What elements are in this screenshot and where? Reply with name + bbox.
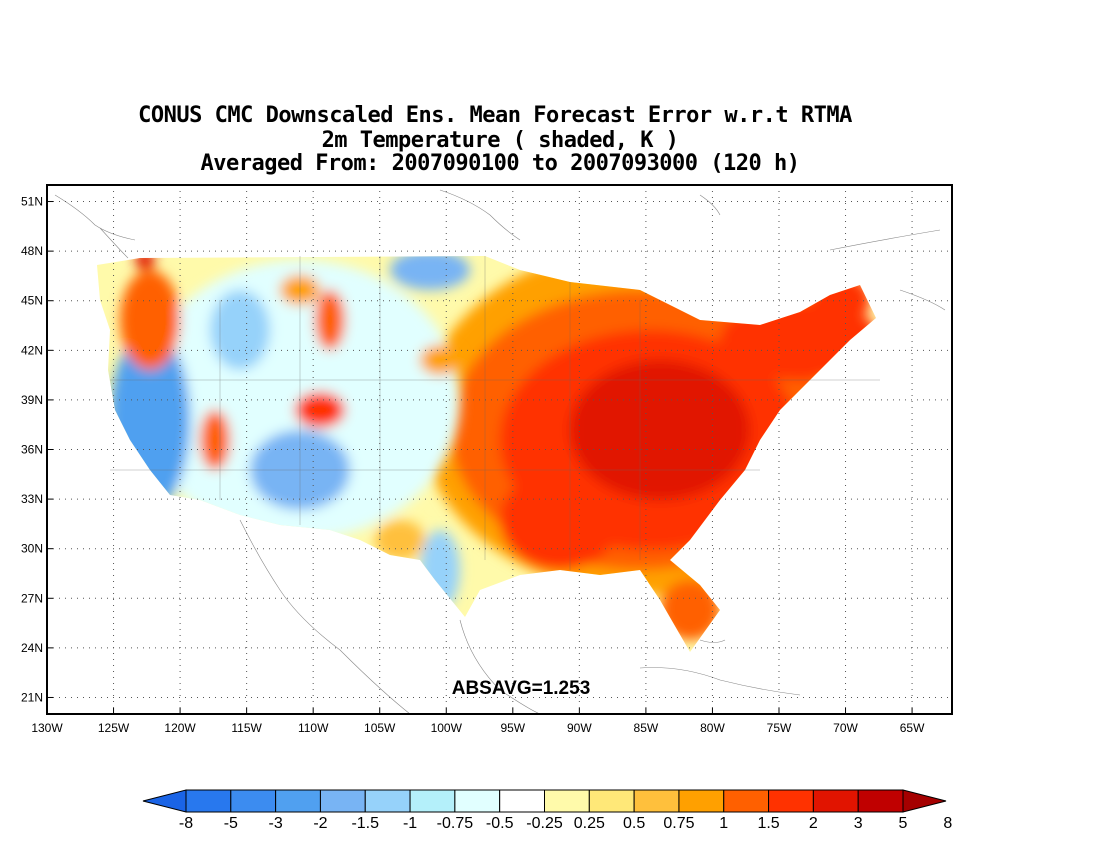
absavg-annotation: ABSAVG=1.253 (452, 678, 591, 699)
x-tick-label: 100W (431, 721, 463, 735)
colorbar-label: -0.5 (486, 815, 514, 832)
colorbar-swatch (723, 789, 770, 813)
graticule (47, 185, 952, 714)
colorbar-label: -5 (224, 815, 238, 832)
colorbar-swatch (588, 789, 635, 813)
colorbar-swatch (812, 789, 859, 813)
colorbar-label: -0.25 (526, 815, 563, 832)
colorbar-label: -0.75 (437, 815, 474, 832)
x-tick-label: 90W (567, 721, 592, 735)
colorbar-label: 2 (809, 815, 818, 832)
x-tick-label: 125W (98, 721, 130, 735)
colorbar-swatch (185, 789, 232, 813)
colorbar-swatch (364, 789, 411, 813)
y-tick-label: 30N (21, 542, 43, 556)
y-tick-label: 42N (21, 343, 43, 357)
colorbar-label: 8 (943, 815, 952, 832)
x-tick-label: 80W (700, 721, 725, 735)
title-line-3: Averaged From: 2007090100 to 2007093000 … (200, 151, 800, 176)
colorbar-label: 0.25 (574, 815, 605, 832)
colorbar-swatch (633, 789, 680, 813)
colorbar-label: -8 (179, 815, 193, 832)
colorbar-label: 0.5 (623, 815, 645, 832)
y-tick-label: 27N (21, 591, 43, 605)
colorbar-label: 3 (854, 815, 863, 832)
x-axis-ticks: 130W 125W 120W 115W 110W 105W 100W 95W 90W 85W 80W… (31, 708, 925, 735)
colorbar-max-arrow (902, 789, 947, 813)
x-tick-label: 130W (31, 721, 63, 735)
colorbar-swatch (499, 789, 545, 813)
x-tick-label: 70W (833, 721, 858, 735)
colorbar-label: -1.5 (351, 815, 379, 832)
colorbar-label: 1.5 (757, 815, 779, 832)
x-tick-label: 65W (900, 721, 925, 735)
colorbar-swatch (230, 789, 277, 813)
x-tick-label: 110W (298, 721, 329, 735)
colorbar-swatch (544, 789, 590, 813)
colorbar-swatch (768, 789, 814, 813)
y-tick-label: 39N (21, 393, 43, 407)
y-tick-label: 36N (21, 443, 43, 457)
y-tick-label: 48N (21, 244, 43, 258)
x-tick-label: 85W (634, 721, 659, 735)
y-tick-label: 45N (21, 294, 43, 308)
title-line-2: 2m Temperature ( shaded, K ) (321, 128, 679, 153)
colorbar-swatch (678, 789, 725, 813)
coastlines (54, 189, 946, 714)
x-tick-label: 120W (164, 721, 196, 735)
y-tick-label: 24N (21, 641, 43, 655)
colorbar-swatch (409, 789, 456, 813)
colorbar-swatch (454, 789, 501, 813)
colorbar-swatch (319, 789, 366, 813)
colorbar-label: -2 (313, 815, 327, 832)
x-tick-label: 105W (364, 721, 396, 735)
x-tick-label: 115W (231, 721, 262, 735)
colorbar-label: 1 (719, 815, 728, 832)
colorbar-label: -3 (269, 815, 283, 832)
colorbar-swatch (275, 789, 321, 813)
y-tick-label: 21N (21, 690, 43, 704)
colorbar-swatch (857, 789, 904, 813)
x-tick-label: 95W (500, 721, 525, 735)
y-tick-label: 33N (21, 492, 43, 506)
colorbar-min-arrow (142, 789, 187, 813)
colorbar-label: 5 (899, 815, 908, 832)
y-axis-ticks: 51N 48N 45N 42N 39N 36N 33N 30N 27N 24N 21N (21, 195, 53, 704)
colorbar-label: 0.75 (663, 815, 694, 832)
colorbar: -8 -5 -3 -2 -1.5 -1 -0.75 -0.5 -0.25 0.25 0.5 0.75 1… (142, 789, 952, 832)
colorbar-label: -1 (403, 815, 417, 832)
x-tick-label: 75W (767, 721, 792, 735)
y-tick-label: 51N (21, 195, 43, 209)
title-line-1: CONUS CMC Downscaled Ens. Mean Forecast … (138, 103, 852, 128)
